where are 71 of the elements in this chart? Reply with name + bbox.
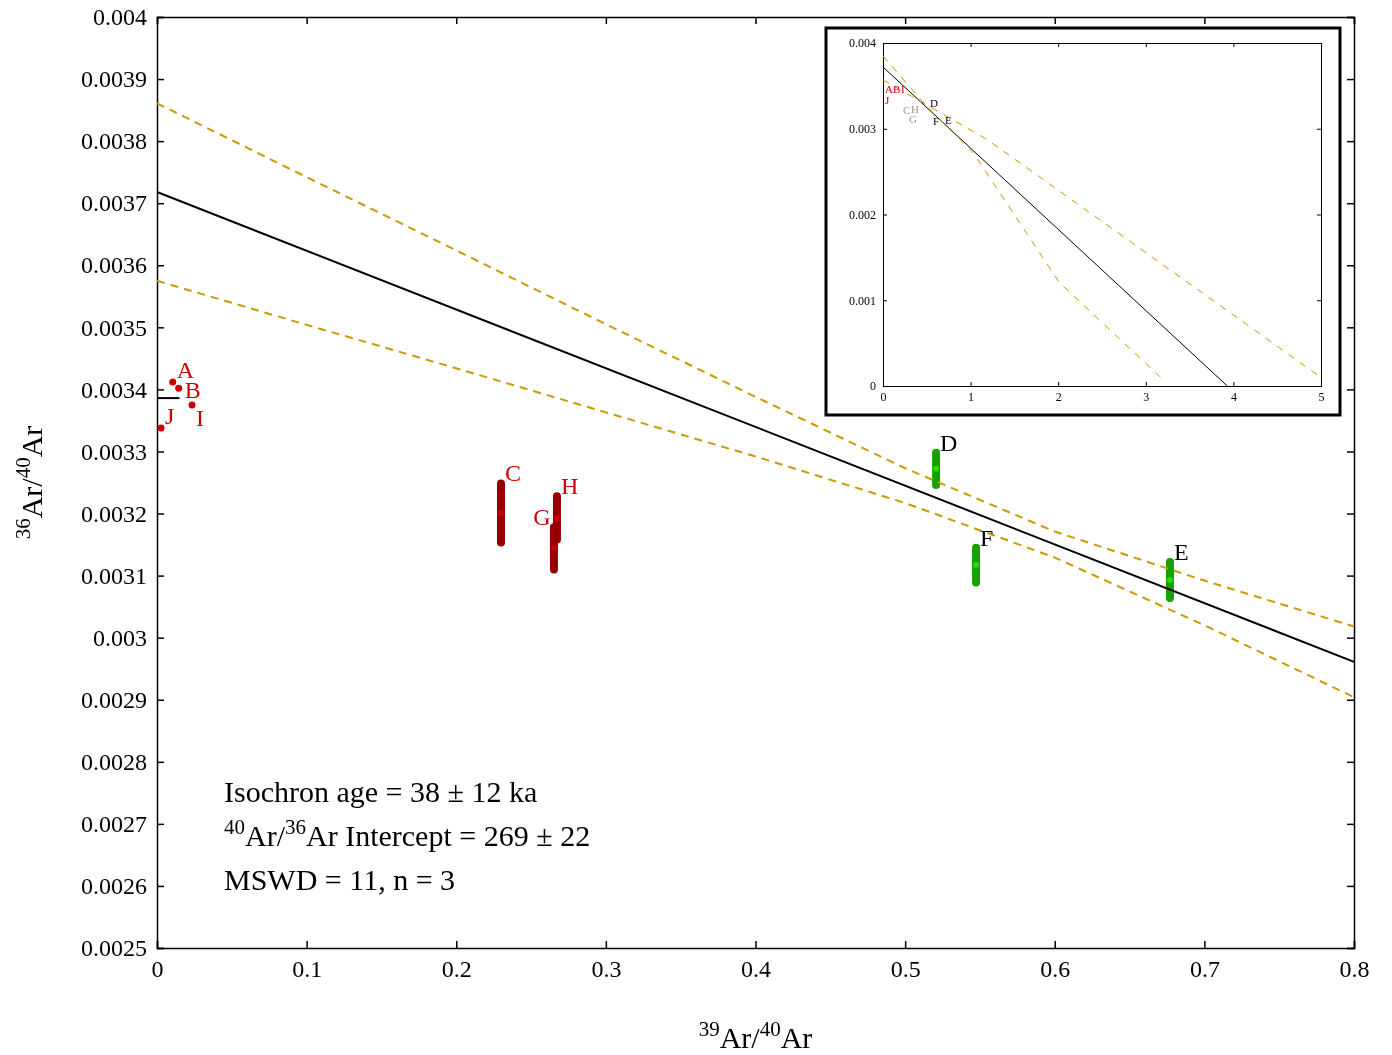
y-tick-label: 0.0025	[81, 935, 147, 962]
point	[188, 401, 196, 409]
point	[1166, 576, 1173, 583]
x-tick-label: 0.5	[890, 955, 921, 982]
annotation: E	[945, 114, 952, 126]
y-tick-label: 0.0027	[81, 811, 147, 838]
data-label: E	[1173, 538, 1189, 565]
line-series	[156, 279, 1355, 699]
data-label: F	[980, 524, 994, 551]
x-tick-label: 0.1	[292, 955, 323, 982]
y-tick-label: 0.002	[849, 207, 876, 222]
data-label: D	[940, 429, 958, 456]
y-tick-label: 0.0028	[81, 748, 147, 775]
data-label: G	[533, 504, 551, 531]
y-tick-label: 0	[870, 379, 876, 394]
data-label: A	[176, 356, 195, 383]
y-tick-label: 0.0033	[81, 438, 147, 465]
annotation: F	[933, 115, 940, 127]
data-label: H	[560, 473, 579, 500]
line-series	[156, 102, 1355, 628]
data-label: C	[504, 460, 521, 487]
annotation: Isochron age = 38 ± 12 ka	[224, 775, 538, 808]
x-tick-label: 0.6	[1040, 955, 1071, 982]
annotation: B	[893, 83, 901, 95]
point	[973, 562, 980, 569]
x-tick-label: 5	[1318, 389, 1325, 404]
x-tick-label: 0.8	[1339, 955, 1370, 982]
point	[553, 514, 560, 521]
y-tick-label: 0.004	[849, 36, 876, 51]
annotation: $^{40}$Ar/$^{36}$Ar Intercept = 269 ± 22	[224, 815, 591, 852]
y-tick-label: 0.0034	[81, 376, 147, 403]
y-tick-label: 0.003	[849, 122, 876, 137]
x-tick-label: 3	[1143, 389, 1150, 404]
y-tick-label: 0.0029	[81, 686, 147, 713]
annotation: MSWD = 11, n = 3	[224, 863, 456, 896]
y-tick-label: 0.0026	[81, 873, 147, 900]
data-label: I	[196, 405, 205, 432]
x-axis-title: $^{39}$Ar/$^{40}$Ar	[698, 1017, 813, 1054]
annotation: H	[911, 103, 919, 115]
y-tick-label: 0.0039	[81, 66, 147, 93]
y-tick-label: 0.001	[849, 293, 876, 308]
x-tick-label: 0.4	[741, 955, 771, 982]
y-tick-label: 0.0032	[81, 500, 147, 527]
x-tick-label: 0.3	[591, 955, 622, 982]
annotation: J	[885, 94, 890, 106]
x-tick-label: 0	[151, 955, 164, 982]
x-tick-label: 2	[1055, 389, 1062, 404]
data-label: J	[165, 402, 175, 429]
x-tick-label: 0.2	[441, 955, 472, 982]
x-tick-label: 4	[1230, 389, 1237, 404]
annotation: G	[909, 113, 917, 125]
point	[550, 545, 557, 552]
annotation: D	[930, 97, 938, 109]
x-tick-label: 0.7	[1189, 955, 1220, 982]
y-tick-label: 0.0038	[81, 128, 147, 155]
annotation: I	[901, 83, 905, 95]
point	[157, 424, 165, 432]
point	[169, 378, 177, 386]
y-tick-label: 0.0031	[81, 562, 147, 589]
point	[497, 509, 504, 516]
y-tick-label: 0.0037	[81, 190, 147, 217]
y-tick-label: 0.0036	[81, 252, 147, 279]
y-tick-label: 0.003	[93, 624, 147, 651]
point	[933, 465, 940, 472]
y-tick-label: 0.0035	[81, 314, 147, 341]
x-tick-label: 1	[968, 389, 975, 404]
annotation: C	[903, 104, 911, 116]
x-tick-label: 0	[880, 389, 887, 404]
y-tick-label: 0.004	[93, 4, 147, 31]
annotation: A	[885, 83, 893, 95]
point	[175, 384, 183, 392]
